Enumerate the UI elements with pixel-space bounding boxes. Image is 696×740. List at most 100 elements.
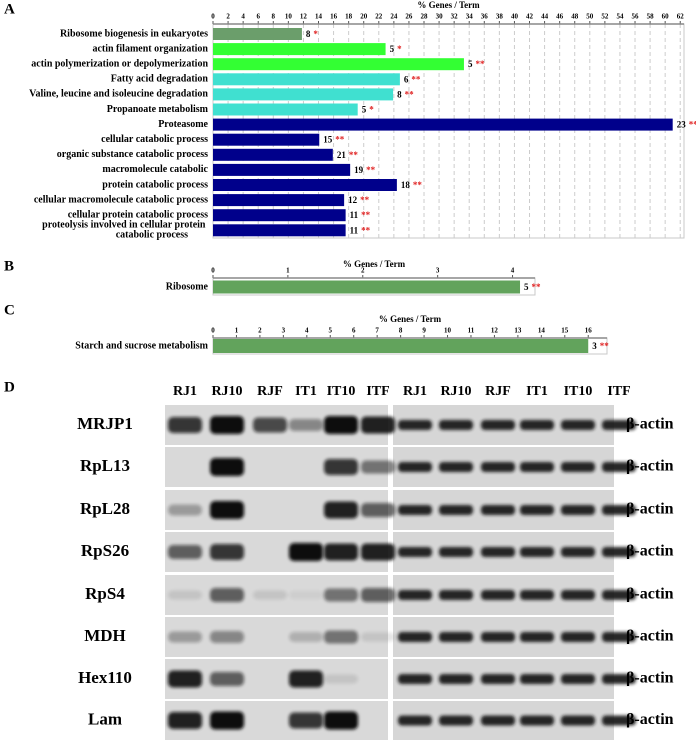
value-label: 11 **	[350, 210, 371, 220]
band	[520, 715, 554, 726]
x-tick-label: 0	[211, 327, 215, 335]
x-tick-label: 60	[662, 13, 670, 21]
x-tick-label: 3	[436, 267, 440, 275]
value-label: 5 *	[390, 44, 403, 54]
bar	[213, 73, 400, 86]
value-label: 21 **	[337, 150, 359, 160]
x-tick-label: 30	[436, 13, 444, 21]
bar	[213, 224, 346, 237]
gene-count: 11	[350, 225, 359, 235]
band	[168, 545, 202, 559]
gene-count: 3	[592, 341, 597, 351]
significance: **	[335, 135, 345, 145]
category-label: Ribosome biogenesis in eukaryotes	[60, 28, 208, 39]
x-tick-label: 9	[422, 327, 426, 335]
x-tick-label: 1	[286, 267, 290, 275]
bar	[213, 148, 333, 161]
control-label: β-actin	[626, 416, 674, 433]
band	[398, 715, 432, 726]
band	[168, 712, 202, 729]
x-tick-label: 4	[305, 327, 309, 335]
value-label: 6 **	[404, 74, 421, 84]
value-label: 5 **	[468, 59, 485, 69]
axis-title: % Genes / Term	[343, 259, 406, 269]
band	[520, 590, 554, 600]
control-label: β-actin	[626, 501, 674, 518]
band	[324, 674, 358, 684]
band	[210, 416, 244, 434]
band	[210, 501, 244, 519]
x-tick-label: 56	[632, 13, 640, 21]
x-tick-label: 8	[272, 13, 276, 21]
band	[289, 670, 323, 688]
gene-count: 19	[354, 165, 364, 175]
band	[210, 588, 244, 602]
band	[398, 462, 432, 472]
category-label: Starch and sucrose metabolism	[75, 340, 208, 351]
band	[324, 501, 358, 519]
gene-count: 8	[397, 89, 402, 99]
band	[289, 712, 323, 729]
value-label: 18 **	[401, 180, 423, 190]
band	[361, 588, 395, 602]
lane-label: RJF	[257, 384, 283, 399]
band	[561, 505, 595, 515]
lane-label: RJ1	[173, 384, 197, 399]
protein-label: RpL28	[80, 499, 130, 518]
band	[602, 462, 636, 472]
x-tick-label: 1	[235, 327, 239, 335]
band	[398, 674, 432, 684]
band	[481, 632, 515, 642]
protein-label: RpS4	[85, 584, 125, 603]
lane-label: RJF	[485, 384, 511, 399]
x-tick-label: 14	[315, 13, 323, 21]
protein-label: MDH	[84, 626, 126, 645]
gene-count: 12	[348, 195, 358, 205]
x-tick-label: 16	[585, 327, 593, 335]
band	[361, 416, 395, 434]
value-label: 15 **	[323, 135, 345, 145]
band	[439, 547, 473, 557]
category-label: Ribosome	[166, 281, 209, 292]
lane-label: IT1	[295, 384, 317, 399]
x-tick-label: 8	[399, 327, 403, 335]
band	[481, 505, 515, 515]
band	[439, 505, 473, 515]
x-tick-label: 22	[375, 13, 383, 21]
bar	[213, 179, 397, 191]
bar	[213, 28, 302, 40]
category-label: cellular macromolecule catabolic process	[34, 194, 208, 205]
significance: **	[405, 89, 415, 99]
band	[481, 547, 515, 557]
band	[561, 462, 595, 472]
band	[439, 590, 473, 600]
x-tick-label: 58	[647, 13, 655, 21]
band	[324, 543, 358, 561]
band	[520, 632, 554, 642]
value-label: 5 **	[524, 282, 541, 292]
bar	[213, 58, 464, 71]
band	[561, 715, 595, 726]
band	[361, 460, 395, 474]
lane-label: RJ10	[440, 384, 471, 399]
bar	[213, 118, 673, 131]
band	[520, 462, 554, 472]
band	[361, 543, 395, 561]
band	[481, 715, 515, 726]
band	[561, 632, 595, 642]
x-tick-label: 15	[561, 327, 569, 335]
lane-label: IT1	[526, 384, 548, 399]
band	[289, 590, 323, 600]
value-label: 12 **	[348, 195, 370, 205]
significance: *	[313, 29, 318, 39]
band	[398, 505, 432, 515]
band	[168, 417, 202, 433]
band	[324, 711, 358, 730]
band	[168, 670, 202, 688]
category-label: cellular protein catabolic process	[68, 209, 208, 220]
band	[398, 420, 432, 430]
band	[481, 420, 515, 430]
protein-label: Hex110	[78, 668, 132, 687]
category-label: actin filament organization	[92, 43, 208, 54]
gene-count: 23	[677, 120, 687, 130]
